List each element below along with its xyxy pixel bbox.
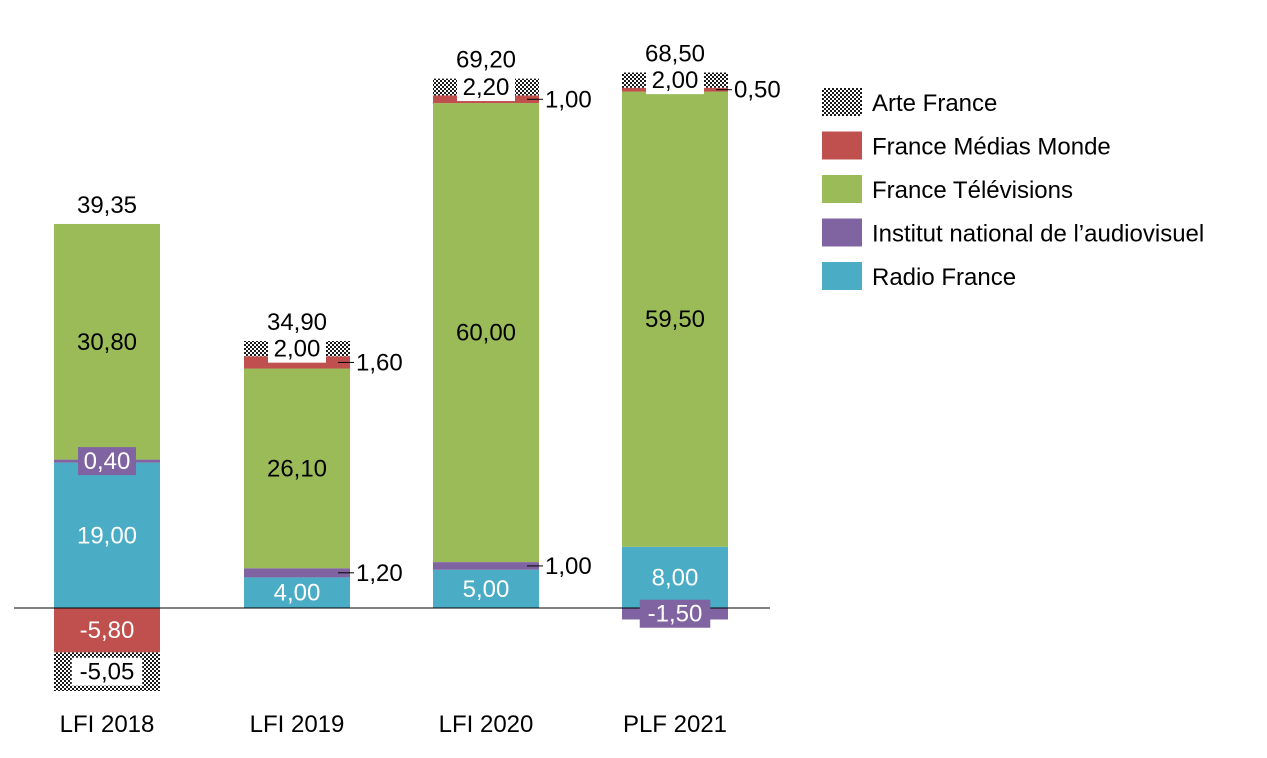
- legend-label-france-medias-monde: France Médias Monde: [872, 134, 1111, 161]
- value-label-france-televisions-lfi-2019: 26,10: [267, 455, 327, 482]
- value-label-arte-france-plf-2021: 2,00: [652, 67, 699, 94]
- bar-radio-france-lfi-2019: [244, 577, 350, 608]
- legend-label-arte-france: Arte France: [872, 90, 997, 117]
- bar-radio-france-lfi-2020: [433, 569, 539, 608]
- legend-label-france-televisions: France Télévisions: [872, 177, 1073, 204]
- bar-france-televisions-lfi-2019: [244, 368, 350, 569]
- total-label-lfi-2019: 34,90: [267, 309, 327, 336]
- value-label-radio-france-lfi-2019: 4,00: [274, 580, 321, 607]
- value-label-radio-france-lfi-2020: 5,00: [463, 576, 510, 603]
- value-label-radio-france-plf-2021: 8,00: [652, 564, 699, 591]
- bar-france-televisions-plf-2021: [622, 91, 728, 547]
- value-label-france-medias-monde-lfi-2020: 1,00: [545, 86, 592, 113]
- value-label-france-medias-monde-lfi-2018: -5,80: [80, 617, 135, 644]
- value-label-arte-france-lfi-2019-bg: [268, 334, 326, 363]
- value-label-institut-national-de-l-audiovisuel-lfi-2018-bg: [78, 447, 136, 476]
- category-label-lfi-2019: LFI 2019: [250, 711, 345, 738]
- value-label-arte-france-lfi-2019: 2,00: [274, 336, 321, 363]
- category-label-lfi-2018: LFI 2018: [60, 711, 155, 738]
- value-label-arte-france-lfi-2018-bg: [71, 657, 143, 686]
- bar-institut-national-de-l-audiovisuel-lfi-2019: [244, 568, 350, 578]
- value-label-institut-national-de-l-audiovisuel-plf-2021-bg: [639, 599, 711, 628]
- bar-france-televisions-lfi-2020: [433, 103, 539, 563]
- value-label-institut-national-de-l-audiovisuel-lfi-2020: 1,00: [545, 553, 592, 580]
- category-label-plf-2021: PLF 2021: [623, 711, 727, 738]
- bar-radio-france-lfi-2018: [54, 462, 160, 608]
- value-label-france-televisions-plf-2021: 59,50: [645, 306, 705, 333]
- category-label-lfi-2020: LFI 2020: [439, 711, 534, 738]
- legend-swatch-france-televisions: [822, 175, 862, 203]
- value-label-radio-france-lfi-2018: 19,00: [77, 522, 137, 549]
- bar-radio-france-plf-2021: [622, 546, 728, 608]
- legend-swatch-radio-france: [822, 262, 862, 290]
- value-label-arte-france-lfi-2020: 2,20: [463, 74, 510, 101]
- total-label-lfi-2020: 69,20: [456, 47, 516, 74]
- value-label-arte-france-plf-2021-bg: [646, 66, 704, 95]
- bar-france-medias-monde-lfi-2018: [54, 608, 160, 653]
- legend-swatch-institut-national-de-l-audiovisuel: [822, 218, 862, 247]
- bar-institut-national-de-l-audiovisuel-lfi-2020: [433, 562, 539, 570]
- bar-france-televisions-lfi-2018: [54, 223, 160, 460]
- value-label-institut-national-de-l-audiovisuel-plf-2021: -1,50: [648, 601, 703, 628]
- legend-label-radio-france: Radio France: [872, 264, 1016, 291]
- value-label-arte-france-lfi-2018: -5,05: [80, 659, 135, 686]
- value-label-arte-france-lfi-2020-bg: [457, 73, 515, 102]
- legend-swatch-arte-france: [822, 88, 862, 116]
- total-label-plf-2021: 68,50: [645, 41, 705, 68]
- legend-swatch-france-medias-monde: [822, 131, 862, 160]
- value-label-france-medias-monde-lfi-2019: 1,60: [356, 349, 403, 376]
- value-label-institut-national-de-l-audiovisuel-lfi-2018: 0,40: [84, 448, 131, 475]
- total-label-lfi-2018: 39,35: [77, 192, 137, 219]
- legend-label-institut-national-de-l-audiovisuel: Institut national de l’audiovisuel: [872, 221, 1204, 248]
- value-label-institut-national-de-l-audiovisuel-lfi-2019: 1,20: [356, 560, 403, 587]
- value-label-france-medias-monde-plf-2021: 0,50: [734, 77, 781, 104]
- value-label-france-televisions-lfi-2018: 30,80: [77, 329, 137, 356]
- value-label-france-televisions-lfi-2020: 60,00: [456, 320, 516, 347]
